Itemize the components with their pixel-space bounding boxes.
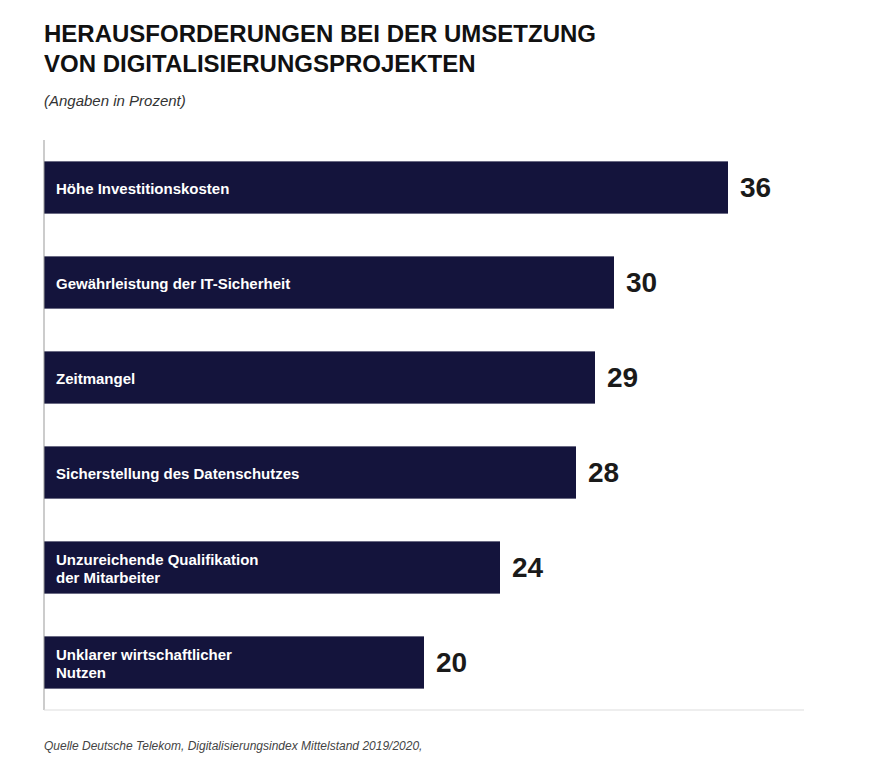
axis-line bbox=[44, 140, 45, 710]
bar bbox=[44, 256, 614, 308]
bar bbox=[44, 541, 500, 593]
chart-svg: HERAUSFORDERUNGEN BEI DER UMSETZUNGVON D… bbox=[0, 0, 888, 772]
category-label: Gewährleistung der IT-Sicherheit bbox=[56, 274, 290, 291]
title: HERAUSFORDERUNGEN BEI DER UMSETZUNGVON D… bbox=[44, 20, 596, 77]
data-label: 29 bbox=[607, 362, 638, 393]
data-label: 28 bbox=[588, 457, 619, 488]
data-label: 30 bbox=[626, 267, 657, 298]
data-label: 36 bbox=[740, 172, 771, 203]
category-label: Höhe Investitionskosten bbox=[56, 179, 229, 196]
bar bbox=[44, 446, 576, 498]
category-label: Unklarer wirtschaftlicherNutzen bbox=[56, 645, 232, 680]
source-note: Quelle Deutsche Telekom, Digitalisierung… bbox=[44, 739, 422, 753]
bars bbox=[44, 161, 728, 688]
data-label: 20 bbox=[436, 647, 467, 678]
labels: Höhe Investitionskosten 36 Gewährleistung … bbox=[56, 172, 771, 680]
data-label: 24 bbox=[512, 552, 544, 583]
category-label: Unzureichende Qualifikationder Mitarbeit… bbox=[56, 550, 259, 585]
subtitle: (Angaben in Prozent) bbox=[44, 92, 186, 109]
bar bbox=[44, 161, 728, 213]
chart-container: HERAUSFORDERUNGEN BEI DER UMSETZUNGVON D… bbox=[0, 0, 888, 772]
background bbox=[0, 0, 888, 772]
category-label: Sicherstellung des Datenschutzes bbox=[56, 464, 299, 481]
axis-range-line bbox=[44, 710, 804, 711]
category-label: Zeitmangel bbox=[56, 369, 135, 386]
bar bbox=[44, 636, 424, 688]
bar bbox=[44, 351, 595, 403]
